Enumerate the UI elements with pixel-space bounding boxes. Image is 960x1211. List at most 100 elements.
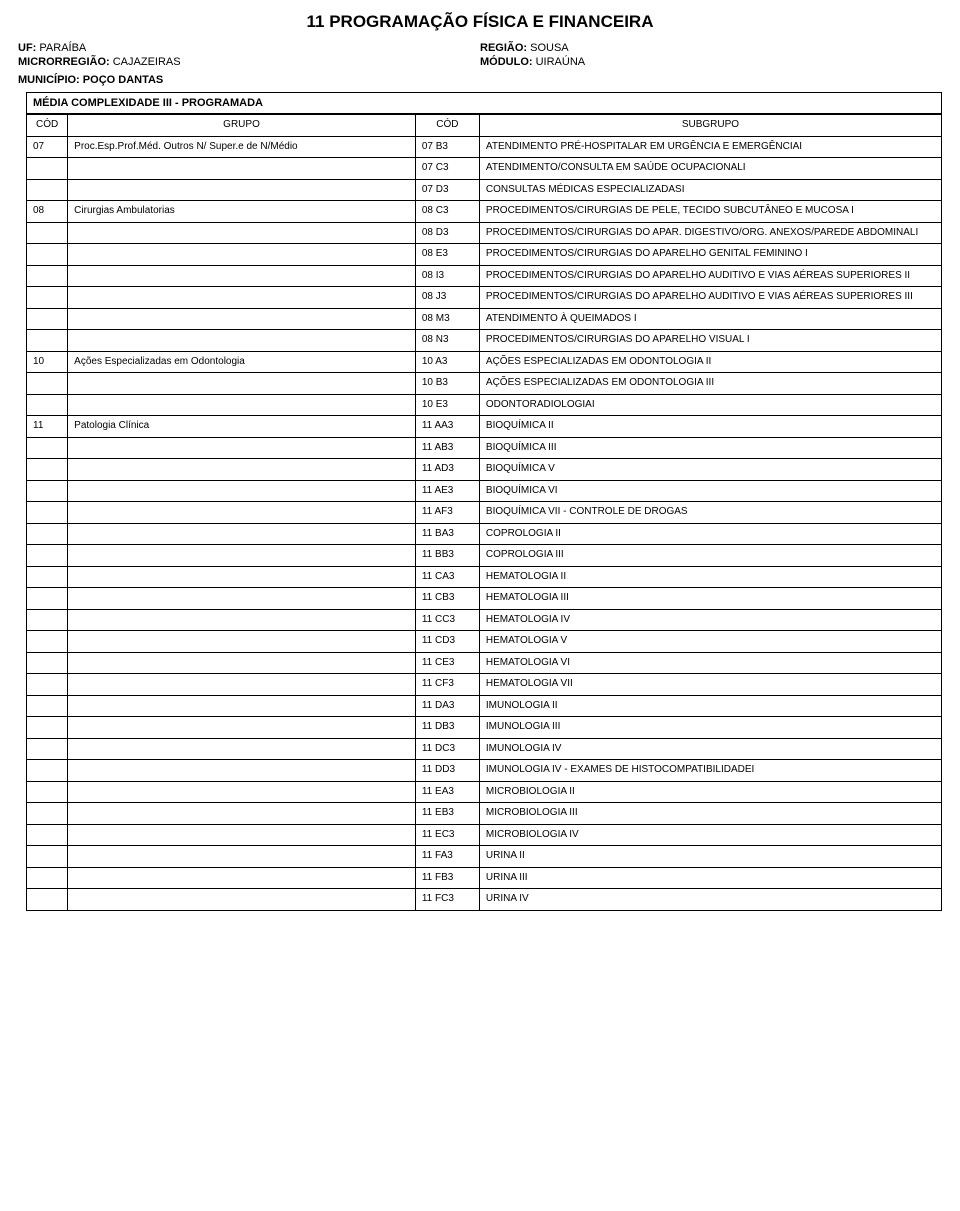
cell-cod1 bbox=[27, 308, 68, 330]
cell-cod1 bbox=[27, 717, 68, 739]
uf-label: UF: bbox=[18, 42, 36, 54]
cell-subgrupo: IMUNOLOGIA II bbox=[479, 695, 941, 717]
table-row: 11 EB3MICROBIOLOGIA III bbox=[27, 803, 942, 825]
cell-subgrupo: IMUNOLOGIA IV - EXAMES DE HISTOCOMPATIBI… bbox=[479, 760, 941, 782]
table-row: 11 BA3COPROLOGIA II bbox=[27, 523, 942, 545]
cell-cod1 bbox=[27, 437, 68, 459]
cell-subgrupo: IMUNOLOGIA IV bbox=[479, 738, 941, 760]
cell-cod2: 11 DA3 bbox=[415, 695, 479, 717]
cell-cod1 bbox=[27, 222, 68, 244]
cell-subgrupo: COPROLOGIA II bbox=[479, 523, 941, 545]
cell-cod2: 11 BA3 bbox=[415, 523, 479, 545]
table-row: 11 DC3IMUNOLOGIA IV bbox=[27, 738, 942, 760]
cell-subgrupo: ATENDIMENTO PRÉ-HOSPITALAR EM URGÊNCIA E… bbox=[479, 136, 941, 158]
cell-grupo bbox=[68, 695, 416, 717]
cell-subgrupo: PROCEDIMENTOS/CIRURGIAS DO APARELHO AUDI… bbox=[479, 287, 941, 309]
table-row: 07 C3ATENDIMENTO/CONSULTA EM SAÚDE OCUPA… bbox=[27, 158, 942, 180]
cell-cod2: 08 N3 bbox=[415, 330, 479, 352]
cell-cod1 bbox=[27, 631, 68, 653]
cell-subgrupo: MICROBIOLOGIA III bbox=[479, 803, 941, 825]
cell-cod2: 11 CC3 bbox=[415, 609, 479, 631]
cell-grupo bbox=[68, 373, 416, 395]
cell-cod1 bbox=[27, 867, 68, 889]
page-title: 11 PROGRAMAÇÃO FÍSICA E FINANCEIRA bbox=[18, 12, 942, 32]
micro-label: MICRORREGIÃO: bbox=[18, 56, 110, 68]
cell-cod2: 08 C3 bbox=[415, 201, 479, 223]
col-cod2: CÓD bbox=[415, 115, 479, 137]
cell-subgrupo: ATENDIMENTO/CONSULTA EM SAÚDE OCUPACIONA… bbox=[479, 158, 941, 180]
cell-cod1 bbox=[27, 760, 68, 782]
cell-cod1 bbox=[27, 803, 68, 825]
cell-cod2: 10 A3 bbox=[415, 351, 479, 373]
cell-grupo bbox=[68, 674, 416, 696]
cell-cod1 bbox=[27, 158, 68, 180]
cell-cod2: 07 C3 bbox=[415, 158, 479, 180]
table-row: 08 J3PROCEDIMENTOS/CIRURGIAS DO APARELHO… bbox=[27, 287, 942, 309]
cell-cod2: 07 B3 bbox=[415, 136, 479, 158]
cell-subgrupo: ODONTORADIOLOGIAI bbox=[479, 394, 941, 416]
cell-cod1 bbox=[27, 695, 68, 717]
table-row: 07Proc.Esp.Prof.Méd. Outros N/ Super.e d… bbox=[27, 136, 942, 158]
cell-subgrupo: HEMATOLOGIA VI bbox=[479, 652, 941, 674]
header-municipio: MUNICÍPIO: POÇO DANTAS bbox=[18, 74, 942, 86]
cell-subgrupo: IMUNOLOGIA III bbox=[479, 717, 941, 739]
modulo-value: UIRAÚNA bbox=[536, 56, 586, 68]
table-header-row: CÓD GRUPO CÓD SUBGRUPO bbox=[27, 115, 942, 137]
cell-grupo bbox=[68, 588, 416, 610]
cell-grupo: Ações Especializadas em Odontologia bbox=[68, 351, 416, 373]
cell-cod1 bbox=[27, 588, 68, 610]
cell-subgrupo: PROCEDIMENTOS/CIRURGIAS DO APARELHO GENI… bbox=[479, 244, 941, 266]
table-row: 08 M3ATENDIMENTO À QUEIMADOS I bbox=[27, 308, 942, 330]
table-row: 11 CE3HEMATOLOGIA VI bbox=[27, 652, 942, 674]
cell-cod1 bbox=[27, 738, 68, 760]
modulo-label: MÓDULO: bbox=[480, 56, 533, 68]
table-row: 08 I3PROCEDIMENTOS/CIRURGIAS DO APARELHO… bbox=[27, 265, 942, 287]
cell-cod2: 11 AA3 bbox=[415, 416, 479, 438]
table-row: 11 EA3MICROBIOLOGIA II bbox=[27, 781, 942, 803]
regiao-value: SOUSA bbox=[530, 42, 569, 54]
table-row: 11 DA3IMUNOLOGIA II bbox=[27, 695, 942, 717]
cell-cod1 bbox=[27, 179, 68, 201]
cell-grupo bbox=[68, 867, 416, 889]
table-body: 07Proc.Esp.Prof.Méd. Outros N/ Super.e d… bbox=[27, 136, 942, 910]
cell-cod1 bbox=[27, 523, 68, 545]
cell-grupo bbox=[68, 889, 416, 911]
cell-grupo bbox=[68, 287, 416, 309]
header-uf: UF: PARAÍBA bbox=[18, 42, 480, 54]
cell-grupo bbox=[68, 631, 416, 653]
cell-cod2: 11 AE3 bbox=[415, 480, 479, 502]
uf-value: PARAÍBA bbox=[39, 42, 86, 54]
cell-cod2: 10 B3 bbox=[415, 373, 479, 395]
cell-grupo bbox=[68, 545, 416, 567]
cell-cod1 bbox=[27, 330, 68, 352]
table-row: 08 D3PROCEDIMENTOS/CIRURGIAS DO APAR. DI… bbox=[27, 222, 942, 244]
table-row: 11 FA3URINA II bbox=[27, 846, 942, 868]
table-row: 11 DD3IMUNOLOGIA IV - EXAMES DE HISTOCOM… bbox=[27, 760, 942, 782]
regiao-label: REGIÃO: bbox=[480, 42, 527, 54]
cell-subgrupo: AÇÕES ESPECIALIZADAS EM ODONTOLOGIA II bbox=[479, 351, 941, 373]
cell-cod2: 11 EC3 bbox=[415, 824, 479, 846]
table-row: 08 N3PROCEDIMENTOS/CIRURGIAS DO APARELHO… bbox=[27, 330, 942, 352]
table-row: 10 B3AÇÕES ESPECIALIZADAS EM ODONTOLOGIA… bbox=[27, 373, 942, 395]
cell-cod2: 11 CD3 bbox=[415, 631, 479, 653]
cell-cod1 bbox=[27, 609, 68, 631]
cell-subgrupo: CONSULTAS MÉDICAS ESPECIALIZADASI bbox=[479, 179, 941, 201]
table-row: 11 CB3HEMATOLOGIA III bbox=[27, 588, 942, 610]
table-row: 10Ações Especializadas em Odontologia10 … bbox=[27, 351, 942, 373]
cell-cod2: 08 M3 bbox=[415, 308, 479, 330]
table-row: 11 CD3HEMATOLOGIA V bbox=[27, 631, 942, 653]
cell-subgrupo: HEMATOLOGIA VII bbox=[479, 674, 941, 696]
table-row: 11 FB3URINA III bbox=[27, 867, 942, 889]
cell-cod1 bbox=[27, 502, 68, 524]
cell-grupo bbox=[68, 652, 416, 674]
cell-cod1 bbox=[27, 674, 68, 696]
cell-cod1 bbox=[27, 889, 68, 911]
header-micro: MICRORREGIÃO: CAJAZEIRAS bbox=[18, 56, 480, 68]
table-row: 11 CC3HEMATOLOGIA IV bbox=[27, 609, 942, 631]
section-title: MÉDIA COMPLEXIDADE III - PROGRAMADA bbox=[26, 92, 942, 114]
cell-subgrupo: PROCEDIMENTOS/CIRURGIAS DE PELE, TECIDO … bbox=[479, 201, 941, 223]
cell-subgrupo: PROCEDIMENTOS/CIRURGIAS DO APARELHO AUDI… bbox=[479, 265, 941, 287]
cell-grupo bbox=[68, 244, 416, 266]
cell-subgrupo: BIOQUÍMICA VI bbox=[479, 480, 941, 502]
table-row: 11 FC3URINA IV bbox=[27, 889, 942, 911]
